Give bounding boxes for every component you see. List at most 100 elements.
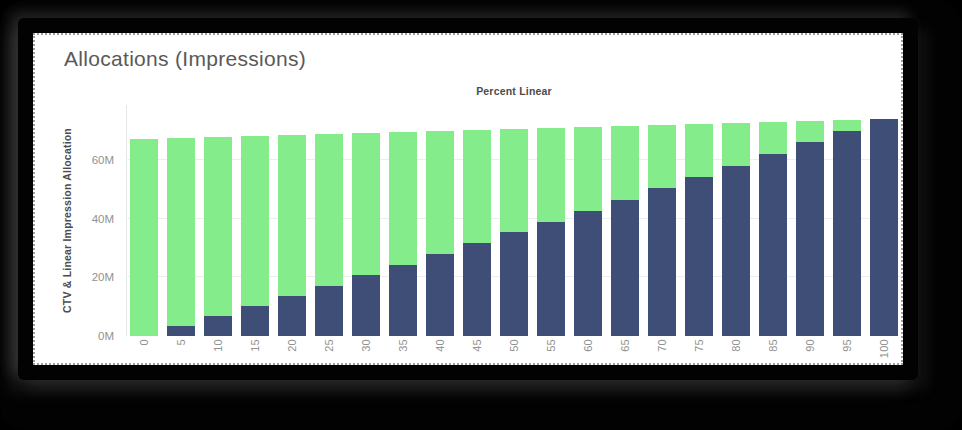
x-tick-label: 15 <box>249 339 261 352</box>
x-tick-slot: 35 <box>385 339 422 369</box>
x-tick-slot: 95 <box>828 339 865 369</box>
x-tick-label: 25 <box>323 339 335 352</box>
linear-bar-segment[interactable] <box>796 142 824 336</box>
x-tick-label: 20 <box>286 339 298 352</box>
x-axis-title: Percent Linear <box>126 85 902 97</box>
ctv-bar-segment[interactable] <box>463 130 491 243</box>
bar-group-10 <box>200 105 237 336</box>
x-tick-slot: 30 <box>348 339 385 369</box>
linear-bar-segment[interactable] <box>648 188 676 336</box>
linear-bar-segment[interactable] <box>870 119 898 336</box>
ctv-bar-segment[interactable] <box>500 129 528 232</box>
ctv-bar-segment[interactable] <box>389 132 417 265</box>
bar-group-50 <box>496 105 533 336</box>
linear-bar-segment[interactable] <box>722 166 750 337</box>
ctv-bar-segment[interactable] <box>167 138 195 326</box>
linear-bar-segment[interactable] <box>500 232 528 336</box>
x-tick-slot: 85 <box>754 339 791 369</box>
x-tick-slot: 65 <box>606 339 643 369</box>
x-tick-label: 80 <box>730 339 742 352</box>
bar-stack <box>389 105 417 336</box>
bar-group-25 <box>311 105 348 336</box>
ctv-bar-segment[interactable] <box>278 135 306 296</box>
bar-group-95 <box>828 105 865 336</box>
bar-stack <box>796 105 824 336</box>
bar-stack <box>500 105 528 336</box>
bar-group-45 <box>459 105 496 336</box>
x-tick-slot: 20 <box>274 339 311 369</box>
bar-group-5 <box>163 105 200 336</box>
ctv-bar-segment[interactable] <box>537 128 565 222</box>
bar-stack <box>204 105 232 336</box>
bar-stack <box>722 105 750 336</box>
x-tick-slot: 70 <box>643 339 680 369</box>
linear-bar-segment[interactable] <box>389 265 417 336</box>
bar-group-20 <box>274 105 311 336</box>
ctv-bar-segment[interactable] <box>574 127 602 211</box>
bar-stack <box>426 105 454 336</box>
linear-bar-segment[interactable] <box>315 286 343 337</box>
y-tick-label: 20M <box>54 270 114 284</box>
linear-bar-segment[interactable] <box>167 326 195 336</box>
x-tick-slot: 25 <box>311 339 348 369</box>
x-axis-tick-labels: 0510152025303540455055606570758085909510… <box>126 339 902 369</box>
dashboard-card: Allocations (Impressions) Percent Linear… <box>33 33 903 365</box>
bar-stack <box>352 105 380 336</box>
ctv-bar-segment[interactable] <box>722 123 750 166</box>
bar-group-100 <box>865 105 902 336</box>
ctv-bar-segment[interactable] <box>833 120 861 131</box>
bar-stack <box>685 105 713 336</box>
ctv-bar-segment[interactable] <box>130 139 158 336</box>
ctv-bar-segment[interactable] <box>759 122 787 154</box>
x-tick-slot: 90 <box>791 339 828 369</box>
ctv-bar-segment[interactable] <box>204 137 232 316</box>
bar-stack <box>648 105 676 336</box>
linear-bar-segment[interactable] <box>426 254 454 336</box>
linear-bar-segment[interactable] <box>537 222 565 337</box>
x-tick-label: 70 <box>656 339 668 352</box>
bar-stack <box>574 105 602 336</box>
linear-bar-segment[interactable] <box>685 177 713 336</box>
x-tick-label: 30 <box>360 339 372 352</box>
bar-group-40 <box>422 105 459 336</box>
bar-stack <box>611 105 639 336</box>
linear-bar-segment[interactable] <box>833 131 861 337</box>
bar-stack <box>315 105 343 336</box>
bar-stack <box>463 105 491 336</box>
ctv-bar-segment[interactable] <box>648 125 676 188</box>
window-frame: Allocations (Impressions) Percent Linear… <box>0 0 962 430</box>
ctv-bar-segment[interactable] <box>241 136 269 306</box>
linear-bar-segment[interactable] <box>204 316 232 336</box>
bar-group-15 <box>237 105 274 336</box>
ctv-bar-segment[interactable] <box>315 134 343 285</box>
ctv-bar-segment[interactable] <box>611 126 639 200</box>
linear-bar-segment[interactable] <box>611 200 639 337</box>
linear-bar-segment[interactable] <box>352 275 380 336</box>
ctv-bar-segment[interactable] <box>426 131 454 254</box>
bar-stack <box>167 105 195 336</box>
bar-stack <box>833 105 861 336</box>
bar-group-75 <box>680 105 717 336</box>
plot-area <box>126 105 902 336</box>
ctv-bar-segment[interactable] <box>796 121 824 142</box>
linear-bar-segment[interactable] <box>759 154 787 336</box>
y-tick-label: 60M <box>54 153 114 167</box>
bar-group-85 <box>754 105 791 336</box>
bar-group-55 <box>532 105 569 336</box>
linear-bar-segment[interactable] <box>574 211 602 336</box>
linear-bar-segment[interactable] <box>278 296 306 336</box>
bar-stack <box>130 105 158 336</box>
x-tick-label: 50 <box>508 339 520 352</box>
ctv-bar-segment[interactable] <box>685 124 713 177</box>
x-tick-label: 0 <box>138 339 150 345</box>
x-tick-slot: 0 <box>126 339 163 369</box>
bar-stack <box>759 105 787 336</box>
bar-group-35 <box>385 105 422 336</box>
bar-group-80 <box>717 105 754 336</box>
y-tick-label: 0M <box>54 329 114 343</box>
x-tick-label: 10 <box>212 339 224 352</box>
linear-bar-segment[interactable] <box>463 243 491 336</box>
ctv-bar-segment[interactable] <box>352 133 380 275</box>
bar-stack <box>278 105 306 336</box>
linear-bar-segment[interactable] <box>241 306 269 336</box>
